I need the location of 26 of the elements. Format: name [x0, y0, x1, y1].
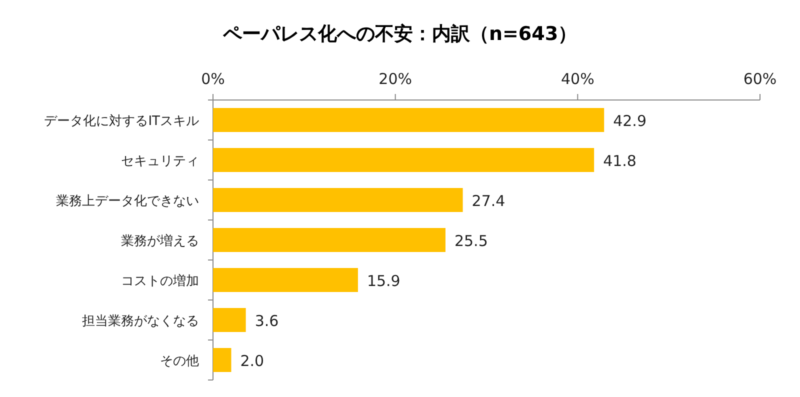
bar — [213, 148, 594, 172]
bar — [213, 108, 604, 132]
data-label: 3.6 — [254, 312, 279, 330]
x-tick-label: 0% — [201, 70, 225, 88]
data-label: 15.9 — [366, 272, 400, 290]
data-label: 41.8 — [603, 152, 636, 170]
x-tick-label: 60% — [743, 70, 777, 88]
bar — [213, 268, 358, 292]
data-label: 25.5 — [454, 232, 488, 250]
y-tick-label: コストの増加 — [121, 273, 199, 289]
bar — [213, 188, 463, 212]
y-tick-label: その他 — [160, 354, 199, 369]
y-tick-label: データ化に対するITスキル — [44, 113, 199, 129]
bar — [213, 348, 232, 372]
chart-title: ペーパレス化への不安：内訳（n=643） — [222, 23, 578, 45]
y-tick-label: 担当業務がなくなる — [82, 314, 199, 329]
bar — [213, 228, 446, 252]
x-tick-label: 20% — [378, 70, 412, 88]
y-tick-label: 業務上データ化できない — [56, 194, 199, 209]
data-label: 42.9 — [613, 112, 647, 130]
data-label: 2.0 — [240, 352, 264, 370]
data-label: 27.4 — [472, 192, 506, 210]
y-tick-label: 業務が増える — [121, 233, 199, 249]
x-tick-label: 40% — [560, 70, 594, 88]
y-tick-label: セキュリティ — [121, 154, 199, 169]
bar — [213, 308, 246, 332]
